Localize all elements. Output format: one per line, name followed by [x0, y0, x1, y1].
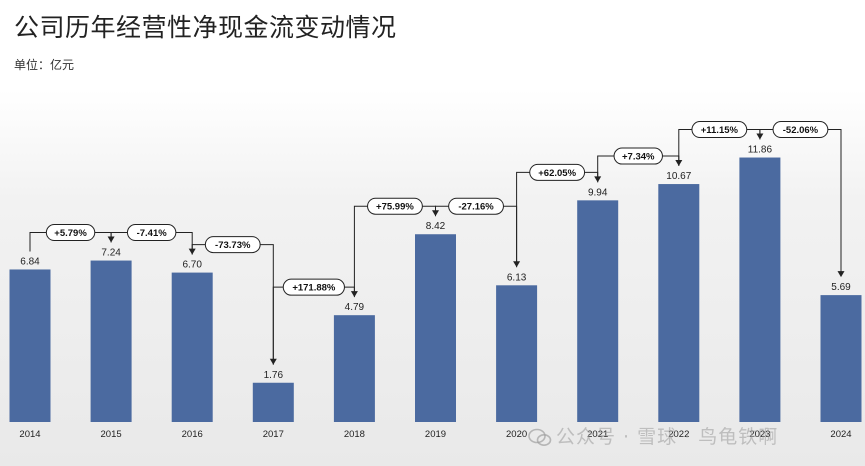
bar-2021: [577, 200, 619, 422]
x-tick-2015: 2015: [101, 429, 122, 440]
value-label-2014: 6.84: [20, 256, 40, 267]
change-pill-2021-2022: [613, 147, 663, 165]
x-tick-2023: 2023: [749, 429, 770, 440]
x-tick-2020: 2020: [506, 429, 527, 440]
watermark-text: 公众号 · 雪球 · 鸟龟铁啊: [556, 426, 779, 448]
value-label-2015: 7.24: [101, 248, 121, 259]
unit-label: 单位：亿元: [14, 58, 75, 72]
bar-2020: [496, 285, 538, 422]
x-tick-2019: 2019: [425, 429, 446, 440]
value-label-2019: 8.42: [426, 221, 446, 232]
chart-title: 公司历年经营性净现金流变动情况: [14, 13, 397, 42]
change-label-2019-2020: -27.16%: [458, 202, 494, 213]
change-pill-2016-2017: [204, 236, 261, 254]
change-pill-2018-2019: [367, 197, 423, 215]
change-pill-2017-2018: [282, 278, 345, 296]
bar-2019: [415, 234, 456, 422]
value-label-2020: 6.13: [507, 272, 527, 283]
bar-2014: [9, 269, 51, 422]
change-arrow-2023-2024: [837, 271, 845, 278]
change-pill-2019-2020: [448, 197, 504, 215]
x-tick-2016: 2016: [182, 429, 203, 440]
value-label-2017: 1.76: [264, 370, 284, 381]
value-label-2018: 4.79: [345, 302, 365, 313]
bar-2018: [333, 315, 375, 422]
change-label-2016-2017: -73.73%: [215, 240, 251, 251]
bar-2024: [820, 295, 862, 422]
bar-2017: [252, 382, 294, 422]
change-label-2022-2023: +11.15%: [701, 125, 739, 136]
change-pill-2015-2016: [126, 224, 177, 242]
value-label-2021: 9.94: [588, 187, 608, 198]
value-label-2024: 5.69: [831, 282, 851, 293]
change-pill-2014-2015: [45, 224, 96, 242]
x-tick-2022: 2022: [668, 429, 689, 440]
change-pill-2022-2023: [691, 121, 748, 139]
x-tick-2014: 2014: [19, 429, 40, 440]
change-label-2023-2024: -52.06%: [783, 125, 819, 136]
bar-2023: [739, 157, 781, 422]
wechat-icon: [528, 428, 552, 448]
bar-2016: [171, 272, 213, 422]
value-label-2022: 10.67: [666, 171, 691, 182]
bar-2015: [90, 260, 132, 422]
change-label-2020-2021: +62.05%: [538, 168, 576, 179]
change-label-2014-2015: +5.79%: [54, 228, 87, 239]
x-tick-2021: 2021: [587, 429, 608, 440]
value-label-2016: 6.70: [182, 260, 202, 271]
change-label-2021-2022: +7.34%: [622, 152, 655, 163]
x-tick-2017: 2017: [263, 429, 284, 440]
value-label-2023: 11.86: [748, 145, 773, 156]
change-label-2018-2019: +75.99%: [376, 202, 414, 213]
change-label-2015-2016: -7.41%: [137, 228, 168, 239]
change-pill-2023-2024: [772, 121, 829, 139]
watermark: 公众号 · 雪球 · 鸟龟铁啊: [528, 422, 778, 449]
change-label-2017-2018: +171.88%: [292, 283, 336, 294]
x-tick-2024: 2024: [830, 429, 851, 440]
bar-2022: [658, 184, 700, 422]
x-tick-2018: 2018: [344, 429, 365, 440]
change-pill-2020-2021: [529, 163, 586, 181]
